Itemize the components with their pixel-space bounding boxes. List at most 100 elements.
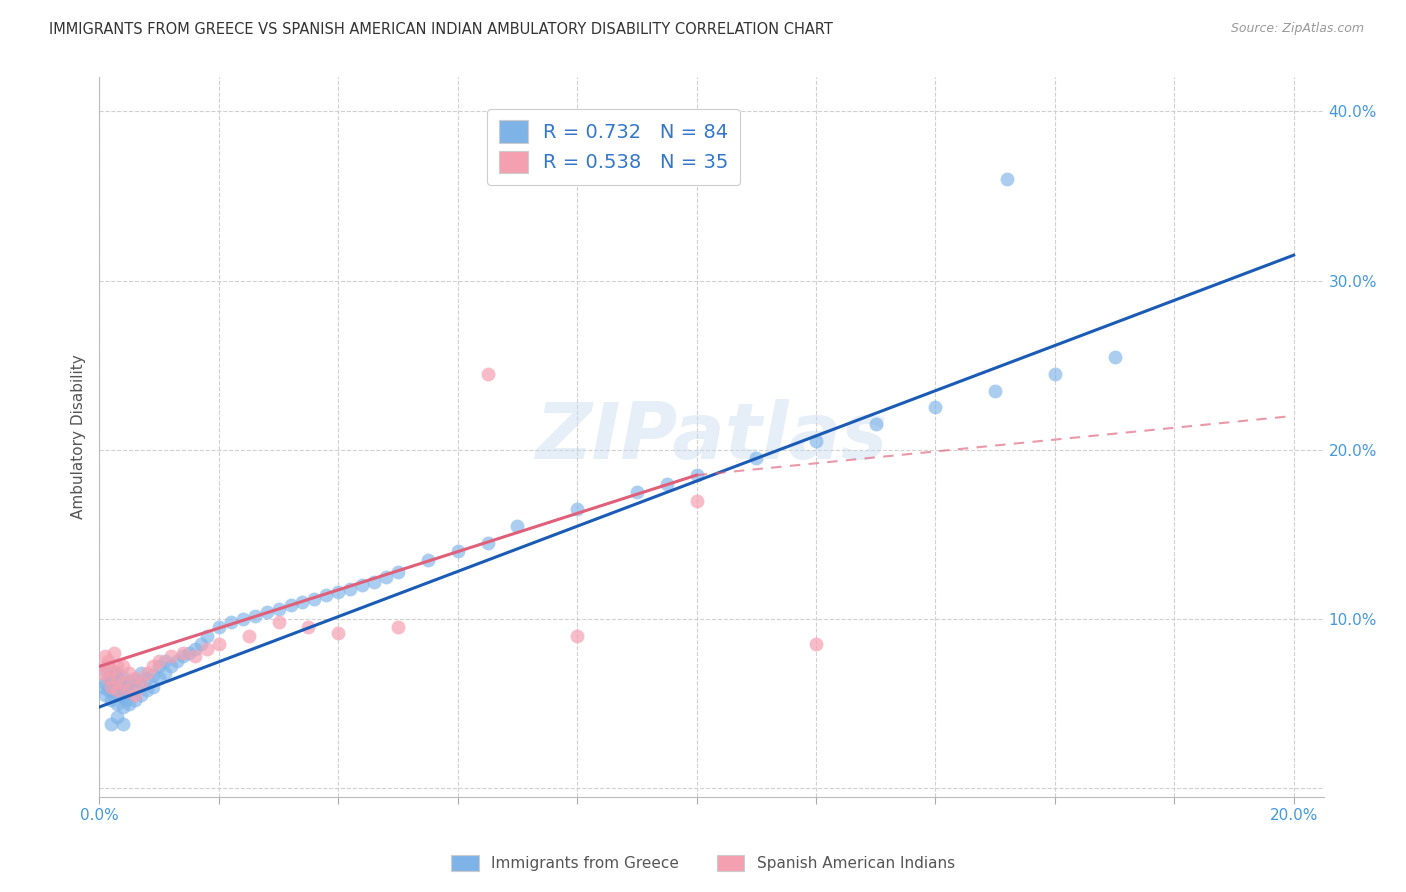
Point bbox=[304, 591, 326, 606]
Point bbox=[142, 659, 165, 673]
Point bbox=[129, 666, 152, 681]
Point bbox=[1043, 367, 1066, 381]
Point bbox=[195, 642, 218, 657]
Point bbox=[153, 654, 176, 668]
Point bbox=[297, 620, 319, 634]
Point bbox=[352, 578, 374, 592]
Point bbox=[136, 671, 159, 685]
Point bbox=[984, 384, 1007, 398]
Legend: R = 0.732   N = 84, R = 0.538   N = 35: R = 0.732 N = 84, R = 0.538 N = 35 bbox=[486, 109, 741, 185]
Point bbox=[118, 685, 141, 699]
Point bbox=[238, 629, 260, 643]
Point bbox=[105, 676, 128, 690]
Point bbox=[100, 663, 122, 677]
Point bbox=[112, 690, 135, 704]
Point bbox=[267, 615, 290, 630]
Point bbox=[280, 599, 302, 613]
Point bbox=[91, 680, 114, 694]
Legend: Immigrants from Greece, Spanish American Indians: Immigrants from Greece, Spanish American… bbox=[446, 849, 960, 877]
Point bbox=[97, 654, 120, 668]
Point bbox=[291, 595, 314, 609]
Point bbox=[256, 605, 278, 619]
Point bbox=[118, 674, 141, 689]
Point bbox=[1104, 350, 1126, 364]
Point bbox=[112, 659, 135, 673]
Point bbox=[100, 683, 122, 698]
Point bbox=[100, 680, 122, 694]
Point bbox=[105, 686, 128, 700]
Point bbox=[447, 544, 470, 558]
Point bbox=[208, 637, 231, 651]
Point bbox=[105, 683, 128, 698]
Point bbox=[136, 666, 159, 681]
Point bbox=[118, 683, 141, 698]
Point bbox=[115, 693, 138, 707]
Point bbox=[110, 688, 132, 702]
Point bbox=[136, 683, 159, 698]
Point bbox=[363, 574, 385, 589]
Point bbox=[97, 671, 120, 685]
Point bbox=[565, 502, 588, 516]
Point bbox=[112, 669, 135, 683]
Point bbox=[339, 582, 361, 596]
Point bbox=[655, 476, 678, 491]
Point bbox=[172, 646, 194, 660]
Point bbox=[166, 654, 188, 668]
Point bbox=[103, 666, 125, 681]
Point bbox=[153, 666, 176, 681]
Point bbox=[100, 717, 122, 731]
Point bbox=[219, 615, 242, 630]
Point bbox=[105, 697, 128, 711]
Point bbox=[160, 649, 183, 664]
Point bbox=[387, 565, 409, 579]
Y-axis label: Ambulatory Disability: Ambulatory Disability bbox=[72, 355, 86, 519]
Point bbox=[565, 629, 588, 643]
Point bbox=[124, 693, 146, 707]
Point bbox=[100, 671, 122, 685]
Point bbox=[995, 172, 1018, 186]
Point bbox=[105, 659, 128, 673]
Point bbox=[184, 649, 207, 664]
Point bbox=[328, 625, 350, 640]
Point bbox=[112, 700, 135, 714]
Point bbox=[91, 666, 114, 681]
Point bbox=[865, 417, 887, 432]
Point bbox=[685, 468, 707, 483]
Point bbox=[129, 688, 152, 702]
Point bbox=[105, 671, 128, 685]
Point bbox=[477, 536, 499, 550]
Point bbox=[110, 680, 132, 694]
Point bbox=[112, 717, 135, 731]
Point bbox=[190, 637, 212, 651]
Point bbox=[118, 666, 141, 681]
Point bbox=[685, 493, 707, 508]
Point bbox=[804, 637, 827, 651]
Point bbox=[94, 663, 117, 677]
Point bbox=[142, 680, 165, 694]
Point bbox=[124, 673, 146, 687]
Point bbox=[94, 659, 117, 673]
Point bbox=[208, 620, 231, 634]
Point bbox=[94, 649, 117, 664]
Point bbox=[387, 620, 409, 634]
Point bbox=[103, 646, 125, 660]
Text: IMMIGRANTS FROM GREECE VS SPANISH AMERICAN INDIAN AMBULATORY DISABILITY CORRELAT: IMMIGRANTS FROM GREECE VS SPANISH AMERIC… bbox=[49, 22, 834, 37]
Point bbox=[232, 612, 254, 626]
Point bbox=[506, 519, 529, 533]
Point bbox=[112, 676, 135, 690]
Point bbox=[375, 569, 398, 583]
Point bbox=[177, 646, 200, 660]
Point bbox=[124, 688, 146, 702]
Point bbox=[94, 676, 117, 690]
Point bbox=[267, 602, 290, 616]
Point bbox=[105, 666, 128, 681]
Point bbox=[142, 668, 165, 682]
Point bbox=[184, 642, 207, 657]
Point bbox=[103, 688, 125, 702]
Point bbox=[243, 608, 266, 623]
Point bbox=[118, 697, 141, 711]
Point bbox=[148, 659, 170, 673]
Point bbox=[148, 654, 170, 668]
Point bbox=[97, 659, 120, 673]
Point bbox=[745, 451, 768, 466]
